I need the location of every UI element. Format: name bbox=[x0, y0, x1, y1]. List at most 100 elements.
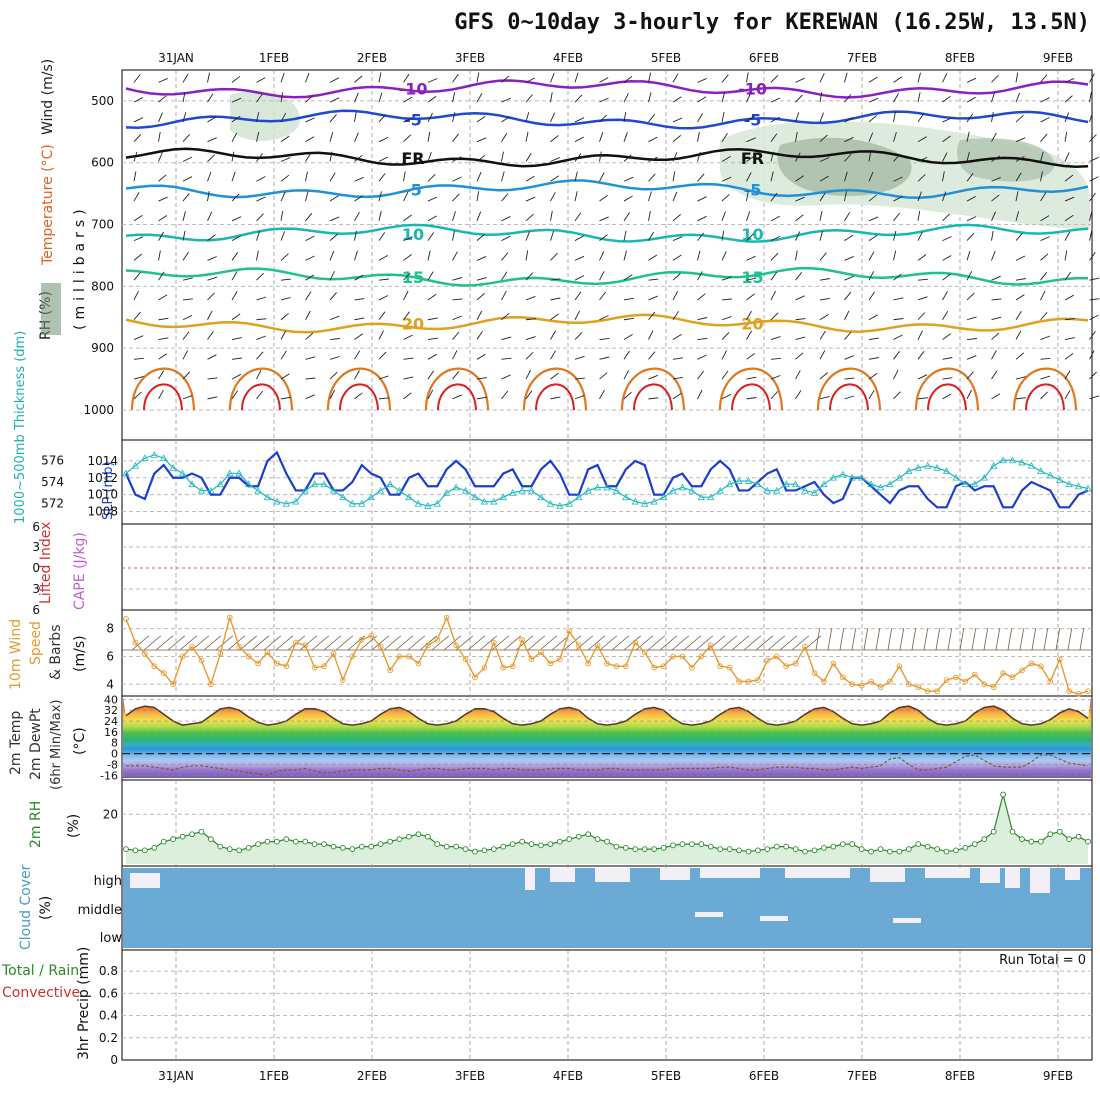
upper-wind-label: Wind (m/s) bbox=[40, 59, 56, 135]
wind-barb bbox=[795, 175, 804, 182]
wind10-barb bbox=[479, 635, 498, 651]
wind10-barb bbox=[1079, 628, 1085, 651]
wind-barb bbox=[427, 250, 431, 261]
wind-barb bbox=[550, 135, 559, 143]
wind-barb bbox=[893, 153, 901, 162]
wind10-barb bbox=[623, 635, 642, 651]
wind10-point bbox=[962, 678, 969, 685]
wind-barb bbox=[672, 290, 679, 301]
wind-barb bbox=[844, 191, 847, 202]
thickness-point bbox=[923, 461, 932, 469]
rh2m-point bbox=[726, 846, 733, 852]
rh2m-point bbox=[792, 846, 799, 852]
lifted-tick: 3 bbox=[32, 582, 40, 596]
temp-unit-label: (°C) bbox=[72, 727, 88, 755]
wind-barb bbox=[158, 389, 164, 400]
wind10-point bbox=[736, 678, 742, 685]
wind-barb bbox=[452, 156, 462, 162]
wind10-point bbox=[340, 677, 346, 683]
wind-barb bbox=[795, 112, 800, 123]
wind10-barb bbox=[779, 635, 798, 651]
wind-barb bbox=[403, 96, 413, 103]
wind10-barb bbox=[851, 628, 857, 651]
wind-barb bbox=[256, 250, 259, 261]
wind-barb bbox=[844, 94, 852, 103]
wind-barb bbox=[844, 395, 855, 400]
cloud-label: Cloud Cover bbox=[18, 864, 34, 950]
rh2m-point bbox=[330, 843, 337, 850]
rh2m-point bbox=[651, 846, 658, 852]
wind10-point bbox=[377, 643, 384, 650]
wind-barb bbox=[1089, 350, 1095, 360]
rh2m-point bbox=[340, 844, 346, 851]
wind-barb bbox=[942, 117, 952, 123]
wind10-point bbox=[594, 642, 601, 649]
wind-barb bbox=[672, 254, 682, 261]
rh2m-point bbox=[830, 843, 837, 850]
cloud-mid-gap bbox=[695, 912, 723, 917]
wind-barb bbox=[133, 215, 143, 222]
rh2m-point bbox=[217, 843, 224, 850]
wind10-point bbox=[623, 663, 629, 670]
rh2m-point bbox=[123, 846, 129, 852]
thickness-point bbox=[725, 480, 734, 488]
wind-barb bbox=[1064, 152, 1070, 162]
wind-barb bbox=[378, 232, 386, 241]
temp-tick: 8 bbox=[111, 737, 118, 750]
wind-barb bbox=[207, 310, 213, 320]
wind10-barb bbox=[371, 635, 390, 651]
isotherm-line bbox=[125, 313, 1089, 334]
thickness-point bbox=[990, 461, 998, 469]
wind10-point bbox=[1085, 688, 1091, 695]
wind-barb bbox=[966, 338, 977, 340]
thickness-point bbox=[254, 486, 262, 494]
wind-barb bbox=[623, 76, 633, 83]
wind-barb bbox=[770, 215, 781, 222]
hot-cell bbox=[1025, 383, 1065, 411]
thickness-point bbox=[829, 473, 838, 481]
wind-barb bbox=[819, 134, 828, 143]
wind-barb bbox=[550, 230, 555, 241]
wind-barb bbox=[550, 372, 559, 380]
wind-barb bbox=[623, 297, 634, 301]
wind-barb bbox=[574, 332, 583, 340]
wind10-barb bbox=[827, 628, 833, 651]
cloud-gap bbox=[660, 868, 690, 880]
wind-barb bbox=[966, 216, 977, 222]
wind-barb bbox=[672, 171, 676, 182]
wind-barb bbox=[770, 192, 778, 202]
wind-barb bbox=[403, 254, 412, 261]
thickness-point bbox=[886, 480, 894, 488]
thickness-point bbox=[999, 456, 1007, 464]
hot-cell bbox=[437, 383, 477, 411]
wind-barb bbox=[648, 92, 652, 103]
wind10-barb bbox=[131, 635, 150, 651]
wind-barb bbox=[305, 291, 312, 301]
wind-barb bbox=[795, 272, 803, 281]
rh-shade bbox=[230, 91, 300, 141]
wind-barb bbox=[1064, 250, 1068, 261]
wind10-point bbox=[641, 649, 648, 656]
wind-barb bbox=[231, 357, 242, 360]
rh2m-point bbox=[358, 843, 365, 850]
wind-barb bbox=[574, 136, 585, 143]
wind-barb bbox=[574, 394, 585, 400]
wind-barb bbox=[427, 293, 437, 301]
wind-barb bbox=[721, 92, 726, 103]
wind-barb bbox=[868, 390, 875, 400]
pressure-tick: 900 bbox=[91, 341, 114, 355]
wind10-barb bbox=[311, 635, 330, 651]
wind-barb bbox=[795, 250, 798, 261]
precip-plot: 0.8 0.6 0.4 0.2 0 bbox=[99, 964, 1092, 1067]
wind-barb bbox=[1064, 77, 1075, 83]
warm-cell bbox=[1012, 367, 1078, 411]
rh2m-point bbox=[1047, 831, 1054, 838]
hot-cell bbox=[731, 383, 771, 411]
wind10-point bbox=[1056, 656, 1063, 663]
wind-barb bbox=[207, 377, 218, 380]
wind-barb bbox=[403, 290, 409, 301]
wind-barb bbox=[452, 92, 456, 103]
cape-lifted-panel bbox=[121, 523, 1093, 611]
date-label-top: 6FEB bbox=[749, 51, 779, 65]
wind10-point bbox=[358, 636, 365, 643]
